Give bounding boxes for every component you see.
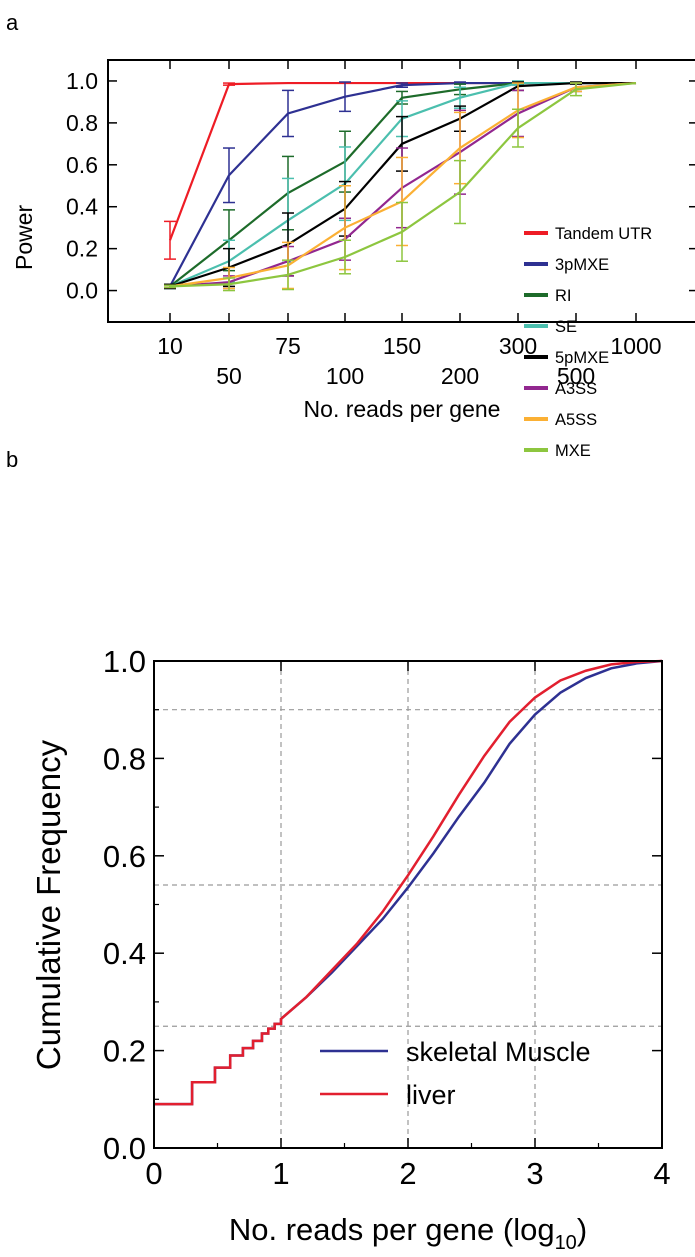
panel-a-x-axis-label: No. reads per gene (304, 396, 501, 422)
panel-a-x-axis: 10 50 75 100 150 200 300 500 1000 (157, 60, 662, 389)
legend-label: liver (406, 1080, 456, 1110)
x-tick-label: 4 (653, 1156, 670, 1191)
x-tick-label: 1000 (610, 333, 661, 359)
y-tick-label: 0.6 (66, 152, 98, 178)
y-tick-label: 0.8 (103, 741, 146, 776)
panel-a-legend: Tandem UTR 3pMXE RI SE 5pMXE A3SS A5SS MXE (524, 225, 652, 460)
legend-label: Tandem UTR (555, 225, 652, 243)
panel-a-label: a (6, 10, 19, 35)
panel-a-plot-frame (107, 59, 695, 323)
x-tick-label: 3 (526, 1156, 543, 1191)
legend-label: 5pMXE (555, 349, 609, 367)
panel-b-y-axis-label: Cumulative Frequency (30, 739, 67, 1070)
y-tick-label: 0.4 (103, 936, 146, 971)
legend-label: SE (555, 318, 577, 336)
panel-b-series (154, 659, 663, 1106)
y-tick-label: 1.0 (66, 68, 98, 94)
panel-b-x-axis-label: No. reads per gene (log10) (229, 1212, 587, 1254)
y-tick-label: 0.0 (66, 278, 98, 304)
panel-b-legend: skeletal Muscle liver (320, 1037, 591, 1110)
x-tick-label: 100 (326, 363, 364, 389)
panel-b-x-axis: 0 1 2 3 4 (145, 661, 671, 1191)
legend-label: skeletal Muscle (406, 1037, 591, 1067)
legend-label: RI (555, 287, 572, 305)
series-line (168, 81, 636, 241)
panel-b-grid (154, 661, 662, 1148)
legend-label: A3SS (555, 380, 597, 398)
panel-b-x-axis-label-subscript: 10 (555, 1232, 577, 1254)
panel-b-x-axis-label-main: No. reads per gene (log (229, 1212, 555, 1247)
x-tick-label: 2 (399, 1156, 416, 1191)
panel-a-y-axis-label: Power (11, 204, 37, 270)
x-tick-label: 500 (557, 363, 595, 389)
panel-a-series (164, 80, 637, 292)
x-tick-label: 75 (275, 333, 301, 359)
series-mxe (164, 81, 637, 292)
legend-label: 3pMXE (555, 256, 609, 274)
y-tick-label: 0.2 (66, 236, 98, 262)
panel-b-label: b (6, 447, 18, 472)
x-tick-label: 1 (272, 1156, 289, 1191)
y-tick-label: 0.4 (66, 194, 98, 220)
x-tick-label: 0 (145, 1156, 162, 1191)
y-tick-label: 0.6 (103, 839, 146, 874)
x-tick-label: 150 (383, 333, 421, 359)
y-tick-label: 0.0 (103, 1131, 146, 1166)
series-liver (154, 659, 663, 1106)
panel-a-y-axis: 0.0 0.2 0.4 0.6 0.8 1.0 (66, 68, 695, 304)
x-tick-label: 10 (157, 333, 183, 359)
x-tick-label: 50 (216, 363, 242, 389)
panel-b-x-axis-label-close: ) (577, 1212, 587, 1247)
y-tick-label: 0.2 (103, 1034, 146, 1069)
legend-label: A5SS (555, 411, 597, 429)
panel-a: a 0.0 0.2 0.4 0.6 0.8 1.0 10 50 75 100 150 200 300 5… (6, 10, 695, 460)
x-tick-label: 300 (499, 333, 537, 359)
y-tick-label: 1.0 (103, 644, 146, 679)
x-tick-label: 200 (441, 363, 479, 389)
panel-b-y-axis: 0.0 0.2 0.4 0.6 0.8 1.0 (103, 644, 662, 1166)
legend-label: MXE (555, 442, 591, 460)
y-tick-label: 0.8 (66, 110, 98, 136)
panel-b: b 0.0 0.2 0.4 0.6 0.8 1.0 0 1 2 3 4 skeletal Musc… (6, 447, 671, 1254)
